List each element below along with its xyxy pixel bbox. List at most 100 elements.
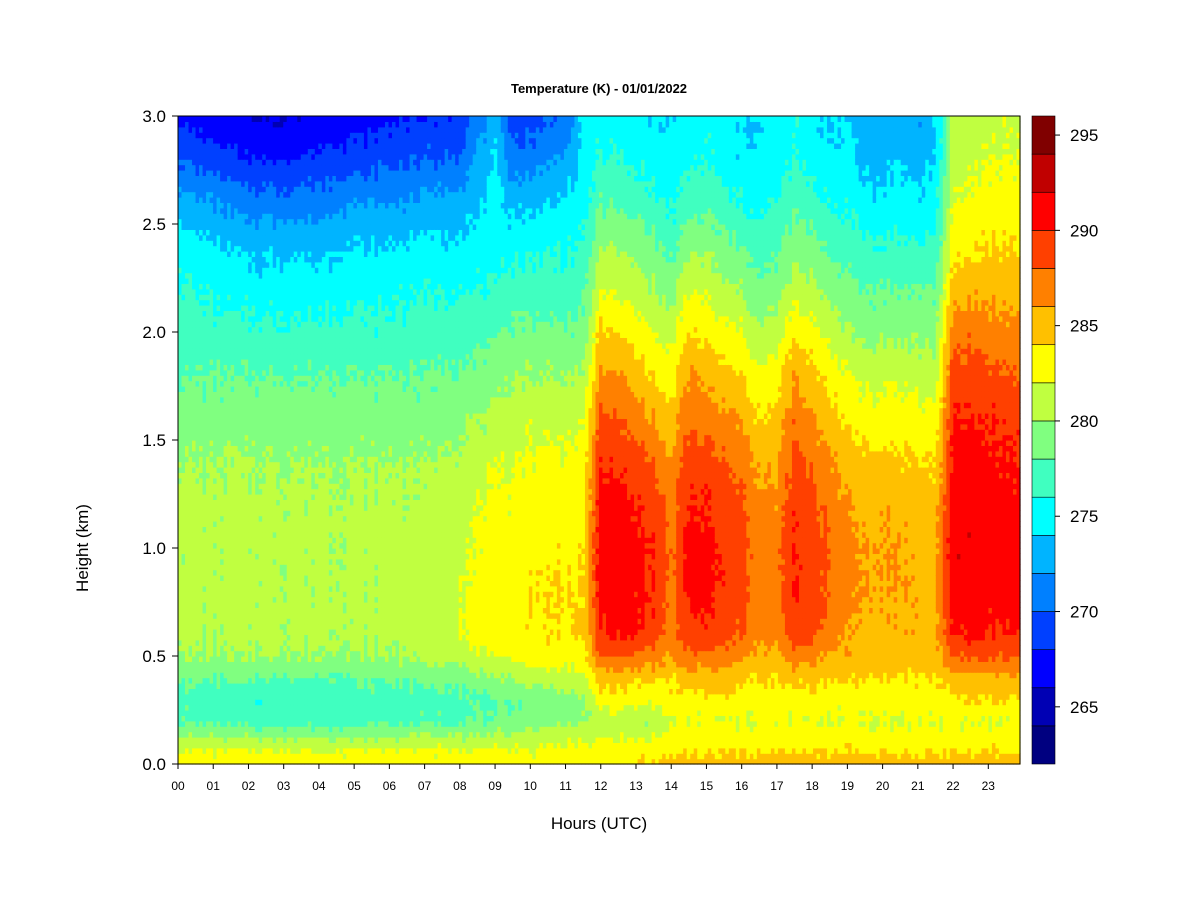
heatmap-cell <box>241 229 245 235</box>
heatmap-cell <box>252 613 256 619</box>
heatmap-cell <box>269 305 273 311</box>
heatmap-cell <box>203 224 207 230</box>
heatmap-cell <box>203 305 207 311</box>
heatmap-cell <box>255 440 259 446</box>
heatmap-cell <box>304 375 308 381</box>
heatmap-cell <box>308 732 312 738</box>
heatmap-cell <box>280 462 284 468</box>
heatmap-cell <box>315 505 319 511</box>
heatmap-cell <box>269 138 273 144</box>
heatmap-cell <box>217 332 221 338</box>
heatmap-cell <box>245 370 249 376</box>
heatmap-cell <box>294 364 298 370</box>
heatmap-cell <box>304 564 308 570</box>
heatmap-cell <box>276 132 280 138</box>
heatmap-cell <box>304 505 308 511</box>
heatmap-cell <box>203 235 207 241</box>
heatmap-cell <box>318 613 322 619</box>
heatmap-cell <box>241 634 245 640</box>
heatmap-cell <box>241 170 245 176</box>
heatmap-cell <box>290 575 294 581</box>
heatmap-cell <box>248 116 252 122</box>
heatmap-cell <box>234 429 238 435</box>
heatmap-cell <box>248 267 252 273</box>
heatmap-cell <box>241 175 245 181</box>
heatmap-cell <box>262 143 266 149</box>
heatmap-cell <box>192 559 196 565</box>
heatmap-cell <box>203 192 207 198</box>
heatmap-cell <box>192 116 196 122</box>
heatmap-cell <box>241 597 245 603</box>
heatmap-cell <box>248 618 252 624</box>
heatmap-cell <box>276 543 280 549</box>
heatmap-cell <box>273 413 277 419</box>
heatmap-cell <box>213 575 217 581</box>
heatmap-cell <box>262 235 266 241</box>
heatmap-cell <box>241 467 245 473</box>
heatmap-cell <box>234 678 238 684</box>
heatmap-cell <box>294 694 298 700</box>
heatmap-cell <box>276 683 280 689</box>
heatmap-cell <box>217 283 221 289</box>
heatmap-cell <box>192 343 196 349</box>
heatmap-cell <box>217 408 221 414</box>
heatmap-cell <box>301 742 305 748</box>
heatmap-cell <box>189 559 193 565</box>
heatmap-cell <box>217 181 221 187</box>
heatmap-cell <box>227 219 231 225</box>
heatmap-cell <box>297 672 301 678</box>
heatmap-cell <box>294 343 298 349</box>
heatmap-cell <box>262 283 266 289</box>
heatmap-cell <box>280 537 284 543</box>
heatmap-cell <box>231 429 235 435</box>
heatmap-cell <box>206 246 210 252</box>
heatmap-cell <box>241 732 245 738</box>
heatmap-cell <box>213 548 217 554</box>
heatmap-cell <box>294 456 298 462</box>
heatmap-cell <box>290 246 294 252</box>
heatmap-cell <box>238 332 242 338</box>
heatmap-cell <box>182 408 186 414</box>
heatmap-cell <box>213 726 217 732</box>
heatmap-cell <box>224 710 228 716</box>
heatmap-cell <box>301 580 305 586</box>
heatmap-cell <box>227 445 231 451</box>
heatmap-cell <box>185 305 189 311</box>
heatmap-cell <box>252 262 256 268</box>
heatmap-cell <box>227 494 231 500</box>
heatmap-cell <box>199 445 203 451</box>
heatmap-cell <box>304 629 308 635</box>
heatmap-cell <box>248 219 252 225</box>
heatmap-cell <box>266 386 270 392</box>
heatmap-cell <box>273 435 277 441</box>
heatmap-cell <box>318 678 322 684</box>
heatmap-cell <box>315 694 319 700</box>
heatmap-cell <box>283 159 287 165</box>
heatmap-cell <box>199 440 203 446</box>
heatmap-cell <box>245 273 249 279</box>
heatmap-cell <box>315 494 319 500</box>
heatmap-cell <box>213 348 217 354</box>
heatmap-cell <box>283 359 287 365</box>
heatmap-cell <box>276 721 280 727</box>
heatmap-cell <box>241 192 245 198</box>
heatmap-cell <box>308 672 312 678</box>
heatmap-cell <box>283 586 287 592</box>
heatmap-cell <box>308 597 312 603</box>
heatmap-cell <box>308 667 312 673</box>
heatmap-cell <box>301 435 305 441</box>
heatmap-cell <box>182 170 186 176</box>
heatmap-cell <box>283 435 287 441</box>
heatmap-cell <box>196 532 200 538</box>
heatmap-cell <box>262 148 266 154</box>
heatmap-cell <box>318 246 322 252</box>
heatmap-cell <box>297 645 301 651</box>
heatmap-cell <box>304 661 308 667</box>
heatmap-cell <box>189 278 193 284</box>
heatmap-cell <box>227 327 231 333</box>
heatmap-cell <box>269 213 273 219</box>
heatmap-cell <box>203 591 207 597</box>
heatmap-cell <box>199 634 203 640</box>
heatmap-cell <box>231 494 235 500</box>
heatmap-cell <box>280 224 284 230</box>
